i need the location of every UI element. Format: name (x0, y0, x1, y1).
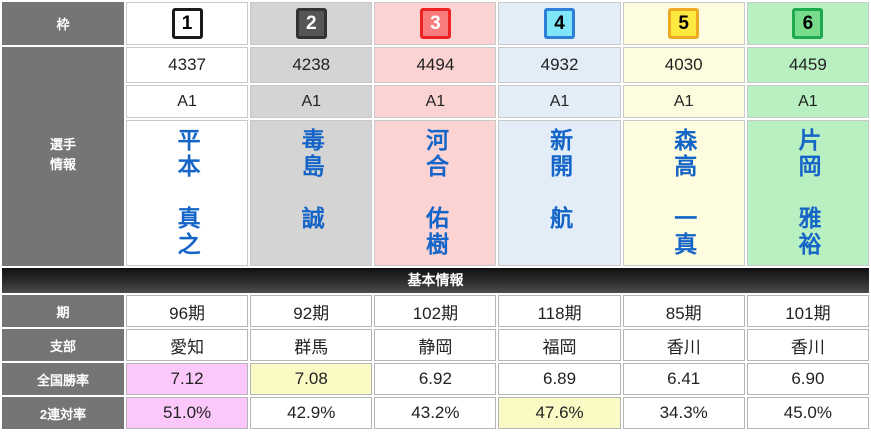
class-cell: A1 (622, 85, 745, 118)
racer-name: 新開航 (546, 128, 573, 232)
quinella-rate-cell: 47.6% (498, 397, 621, 429)
branch-cell: 静岡 (374, 329, 497, 361)
player-info-table: 枠 1 2 3 4 5 6 選手 情報 4337 4238 4494 4932 … (2, 2, 869, 266)
racer-name-cell: 新開航 (498, 120, 621, 266)
player-info-label-line2: 情報 (49, 157, 76, 172)
frame-badge: 4 (544, 8, 576, 39)
branch-cell: 愛知 (126, 329, 249, 361)
racer-name: 平本真之 (174, 128, 201, 258)
period-cell: 101期 (746, 295, 869, 327)
win-rate-cell: 7.12 (126, 363, 249, 395)
frame-cell: 5 (622, 2, 745, 45)
basic-info-table: 期 96期 92期 102期 118期 85期 101期 支部 愛知 群馬 静岡… (0, 293, 871, 431)
class-cell: A1 (498, 85, 621, 118)
branch-cell: 香川 (622, 329, 745, 361)
period-cell: 96期 (126, 295, 249, 327)
racer-name: 毒島誠 (298, 128, 325, 232)
period-cell: 118期 (498, 295, 621, 327)
class-cell: A1 (746, 85, 869, 118)
class-cell: A1 (374, 85, 497, 118)
racer-name: 森高一真 (670, 128, 697, 258)
reg-no-cell: 4932 (498, 47, 621, 83)
win-rate-cell: 6.90 (746, 363, 869, 395)
frame-cell: 4 (498, 2, 621, 45)
class-cell: A1 (126, 85, 249, 118)
racer-name-cell: 河合佑樹 (374, 120, 497, 266)
racer-name-cell: 片岡雅裕 (746, 120, 869, 266)
reg-no-cell: 4459 (746, 47, 869, 83)
win-rate-cell: 6.89 (498, 363, 621, 395)
racer-name-cell: 毒島誠 (250, 120, 373, 266)
period-label: 期 (2, 295, 124, 327)
racer-name: 片岡雅裕 (794, 128, 821, 258)
frame-label: 枠 (2, 2, 124, 45)
frame-badge: 2 (295, 8, 327, 39)
period-cell: 85期 (622, 295, 745, 327)
quinella-rate-cell: 43.2% (374, 397, 497, 429)
frame-cell: 6 (746, 2, 869, 45)
branch-label: 支部 (2, 329, 124, 361)
frame-badge: 3 (419, 8, 451, 39)
win-rate-cell: 6.41 (622, 363, 745, 395)
quinella-rate-cell: 42.9% (250, 397, 373, 429)
racer-name-cell: 平本真之 (126, 120, 249, 266)
reg-no-cell: 4030 (622, 47, 745, 83)
win-rate-cell: 7.08 (250, 363, 373, 395)
player-info-label-line1: 選手 (49, 137, 76, 152)
player-info-label: 選手 情報 (2, 47, 124, 266)
frame-badge: 6 (792, 8, 824, 39)
racer-name-cell: 森高一真 (622, 120, 745, 266)
frame-badge: 1 (171, 8, 203, 39)
frame-cell: 3 (374, 2, 497, 45)
reg-no-cell: 4494 (374, 47, 497, 83)
frame-badge: 5 (668, 8, 700, 39)
quinella-rate-label: 2連対率 (2, 397, 124, 429)
frame-cell: 1 (126, 2, 249, 45)
branch-cell: 福岡 (498, 329, 621, 361)
frame-cell: 2 (250, 2, 373, 45)
quinella-rate-cell: 51.0% (126, 397, 249, 429)
period-cell: 102期 (374, 295, 497, 327)
quinella-rate-cell: 45.0% (746, 397, 869, 429)
racer-name: 河合佑樹 (422, 128, 449, 258)
national-win-rate-label: 全国勝率 (2, 363, 124, 395)
period-cell: 92期 (250, 295, 373, 327)
quinella-rate-cell: 34.3% (622, 397, 745, 429)
reg-no-cell: 4337 (126, 47, 249, 83)
branch-cell: 群馬 (250, 329, 373, 361)
basic-info-header: 基本情報 (2, 268, 869, 293)
branch-cell: 香川 (746, 329, 869, 361)
class-cell: A1 (250, 85, 373, 118)
win-rate-cell: 6.92 (374, 363, 497, 395)
reg-no-cell: 4238 (250, 47, 373, 83)
